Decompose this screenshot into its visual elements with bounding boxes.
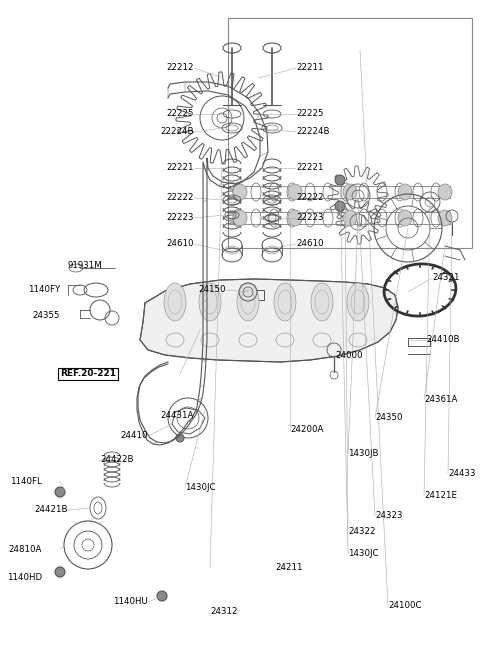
Ellipse shape — [288, 184, 302, 200]
Text: 24610: 24610 — [296, 240, 324, 248]
Text: 24431A: 24431A — [160, 411, 193, 421]
Text: 24610: 24610 — [167, 240, 194, 248]
Circle shape — [335, 201, 345, 211]
Text: 24211: 24211 — [275, 563, 302, 572]
Ellipse shape — [233, 210, 247, 226]
Text: 22225: 22225 — [167, 109, 194, 119]
Text: 1430JB: 1430JB — [348, 449, 379, 458]
Circle shape — [335, 175, 345, 185]
Ellipse shape — [274, 283, 296, 321]
Text: 22211: 22211 — [296, 64, 324, 73]
Ellipse shape — [311, 283, 333, 321]
Text: 1140FL: 1140FL — [10, 477, 42, 487]
Circle shape — [176, 434, 184, 442]
Text: 24200A: 24200A — [290, 426, 324, 434]
Text: 22221: 22221 — [296, 164, 324, 172]
Ellipse shape — [438, 184, 452, 200]
Text: 24100C: 24100C — [388, 601, 421, 610]
Text: 24312: 24312 — [210, 607, 238, 616]
Text: 1140HU: 1140HU — [113, 597, 148, 607]
Text: 1140HD: 1140HD — [7, 574, 42, 582]
Text: 24323: 24323 — [375, 512, 403, 521]
Ellipse shape — [398, 184, 412, 200]
Text: 24121E: 24121E — [424, 491, 457, 500]
Text: 22222: 22222 — [296, 193, 324, 202]
Ellipse shape — [237, 283, 259, 321]
Text: 24361A: 24361A — [424, 396, 457, 405]
Ellipse shape — [343, 184, 357, 200]
Text: 1430JC: 1430JC — [185, 483, 216, 493]
Text: 1430JC: 1430JC — [348, 550, 379, 559]
Ellipse shape — [233, 184, 247, 200]
Ellipse shape — [398, 210, 412, 226]
Ellipse shape — [288, 210, 302, 226]
Text: 22212: 22212 — [167, 64, 194, 73]
Text: 24410B: 24410B — [426, 335, 459, 345]
Text: 24422B: 24422B — [100, 455, 133, 464]
Text: 22221: 22221 — [167, 164, 194, 172]
Text: 24421B: 24421B — [35, 506, 68, 514]
Text: 91931M: 91931M — [68, 261, 103, 269]
Text: 1140FY: 1140FY — [28, 286, 60, 295]
Polygon shape — [140, 279, 398, 362]
Text: 24350: 24350 — [375, 413, 403, 422]
Circle shape — [55, 487, 65, 497]
Text: 24355: 24355 — [33, 312, 60, 320]
Ellipse shape — [347, 283, 369, 321]
Text: 22225: 22225 — [296, 109, 324, 119]
Ellipse shape — [199, 283, 221, 321]
Ellipse shape — [343, 210, 357, 226]
Ellipse shape — [438, 210, 452, 226]
Text: 24000: 24000 — [335, 352, 362, 360]
Text: 24150: 24150 — [199, 286, 226, 295]
Text: 24322: 24322 — [348, 527, 375, 536]
Circle shape — [157, 591, 167, 601]
Ellipse shape — [164, 283, 186, 321]
Text: 22224B: 22224B — [160, 128, 194, 136]
Text: 22223: 22223 — [167, 214, 194, 223]
Text: 22224B: 22224B — [296, 128, 329, 136]
Circle shape — [55, 567, 65, 577]
Text: 22223: 22223 — [296, 214, 324, 223]
Text: 24433: 24433 — [448, 470, 476, 479]
Text: 22222: 22222 — [167, 193, 194, 202]
Text: 24810A: 24810A — [9, 544, 42, 553]
Text: 24410: 24410 — [120, 432, 148, 441]
Text: 24321: 24321 — [432, 274, 459, 282]
Text: REF.20-221: REF.20-221 — [60, 369, 116, 379]
